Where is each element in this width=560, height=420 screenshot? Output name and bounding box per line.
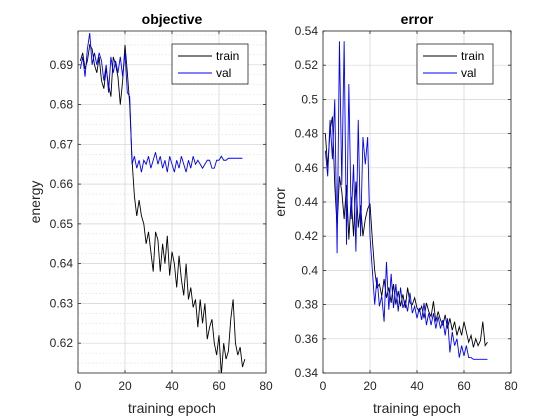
objective-title: objective bbox=[142, 11, 203, 27]
error-y-tick-label: 0.5 bbox=[301, 92, 318, 106]
objective-x-axis-label: training epoch bbox=[128, 400, 216, 416]
objective-y-tick-label: 0.62 bbox=[50, 336, 74, 350]
error-series-train bbox=[324, 116, 488, 348]
objective-series-val bbox=[79, 32, 243, 173]
objective-legend-label-train: train bbox=[216, 49, 239, 63]
error-y-tick-label: 0.54 bbox=[295, 24, 319, 38]
objective-axes: 0 20 40 60 80 0.62 0.63 0.64 0.65 0.66 0.67 0.68 0.6… bbox=[27, 11, 273, 416]
objective-y-tick-label: 0.68 bbox=[50, 98, 74, 112]
error-legend-label-val: val bbox=[461, 66, 476, 80]
error-x-tick-label: 40 bbox=[410, 379, 424, 393]
error-y-tick-label: 0.4 bbox=[301, 263, 318, 277]
objective-x-tick-label: 80 bbox=[259, 379, 273, 393]
error-y-tick-label: 0.48 bbox=[295, 127, 319, 141]
error-y-tick-label: 0.38 bbox=[295, 298, 319, 312]
error-x-tick-label: 80 bbox=[504, 379, 518, 393]
objective-legend-label-val: val bbox=[216, 66, 231, 80]
objective-x-tick-label: 40 bbox=[165, 379, 179, 393]
error-x-tick-label: 0 bbox=[320, 379, 327, 393]
error-y-tick-label: 0.34 bbox=[295, 366, 319, 380]
error-y-tick-label: 0.42 bbox=[295, 229, 319, 243]
error-axes: 0 20 40 60 80 0.34 0.36 0.38 0.4 0.42 0.44 0.46 0.48… bbox=[272, 11, 518, 416]
error-x-tick-label: 60 bbox=[457, 379, 471, 393]
error-legend-label-train: train bbox=[461, 49, 484, 63]
error-legend: train val bbox=[416, 43, 494, 85]
objective-y-tick-label: 0.63 bbox=[50, 296, 74, 310]
error-x-axis-label: training epoch bbox=[373, 400, 461, 416]
objective-legend-box bbox=[171, 43, 249, 85]
objective-y-tick-label: 0.69 bbox=[50, 58, 74, 72]
objective-x-tick-label: 0 bbox=[75, 379, 82, 393]
objective-legend: train val bbox=[171, 43, 249, 85]
error-legend-box bbox=[416, 43, 494, 85]
error-y-tick-label: 0.36 bbox=[295, 332, 319, 346]
objective-x-tick-label: 20 bbox=[118, 379, 132, 393]
error-title: error bbox=[401, 11, 434, 27]
error-x-tick-label: 20 bbox=[363, 379, 377, 393]
error-y-axis-label: error bbox=[272, 187, 288, 217]
error-y-tick-label: 0.46 bbox=[295, 161, 319, 175]
objective-y-tick-label: 0.66 bbox=[50, 177, 74, 191]
objective-y-tick-label: 0.64 bbox=[50, 257, 74, 271]
error-series-val bbox=[324, 41, 488, 360]
objective-y-tick-label: 0.67 bbox=[50, 137, 74, 151]
objective-y-axis-label: energy bbox=[27, 181, 43, 224]
objective-x-tick-label: 60 bbox=[212, 379, 226, 393]
error-y-tick-label: 0.44 bbox=[295, 195, 319, 209]
error-y-tick-label: 0.52 bbox=[295, 58, 319, 72]
objective-y-tick-label: 0.65 bbox=[50, 217, 74, 231]
